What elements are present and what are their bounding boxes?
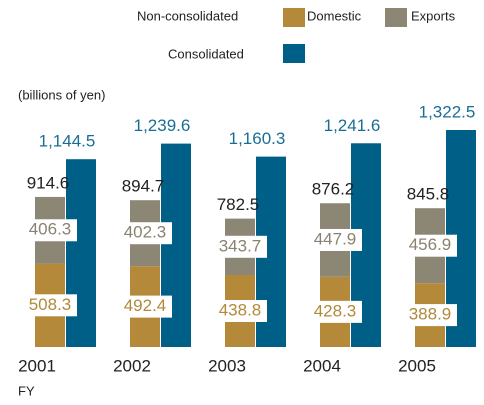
data-label: 1,160.3: [229, 129, 286, 148]
x-tick-label: 2001: [18, 356, 56, 375]
data-label: 388.9: [409, 305, 452, 324]
x-tick-label: 2003: [208, 356, 246, 375]
y-unit-label: (billions of yen): [18, 87, 105, 102]
data-label: 406.3: [29, 220, 72, 239]
label-bg: [403, 304, 457, 327]
x-tick-label: 2002: [113, 356, 151, 375]
data-label: 1,239.6: [134, 116, 191, 135]
legend-label: Consolidated: [168, 46, 244, 61]
label-bg: [23, 219, 77, 242]
x-tick-label: 2005: [398, 356, 436, 375]
total-label: 876.2: [312, 180, 355, 199]
label-bg: [23, 294, 77, 317]
label-bg: [308, 228, 362, 251]
data-label: 402.3: [124, 223, 167, 242]
label-bg: [213, 300, 267, 323]
total-label: 782.5: [217, 195, 260, 214]
legend-swatch: [283, 44, 305, 63]
data-label: 438.8: [219, 300, 262, 319]
x-axis-label: FY: [18, 383, 35, 398]
bar-consolidated: [66, 159, 96, 347]
total-label: 845.8: [407, 185, 450, 204]
label-bg: [118, 222, 172, 245]
x-tick-label: 2004: [303, 356, 341, 375]
legend-label: Exports: [411, 8, 456, 23]
data-label: 456.9: [409, 235, 452, 254]
data-label: 428.3: [314, 301, 357, 320]
data-label: 1,241.6: [324, 116, 381, 135]
label-bg: [403, 234, 457, 257]
total-label: 914.6: [27, 173, 70, 192]
data-label: 1,144.5: [39, 132, 96, 151]
legend-swatch: [385, 8, 407, 27]
label-bg: [308, 300, 362, 323]
label-bg: [118, 295, 172, 318]
data-label: 343.7: [219, 236, 262, 255]
data-label: 1,322.5: [419, 102, 476, 121]
total-label: 894.7: [122, 177, 165, 196]
data-label: 492.4: [124, 296, 167, 315]
legend-group-label: Non-consolidated: [137, 8, 238, 23]
legend-label: Domestic: [307, 8, 362, 23]
data-label: 508.3: [29, 295, 72, 314]
legend-swatch: [283, 8, 305, 27]
label-bg: [213, 235, 267, 258]
data-label: 447.9: [314, 229, 357, 248]
